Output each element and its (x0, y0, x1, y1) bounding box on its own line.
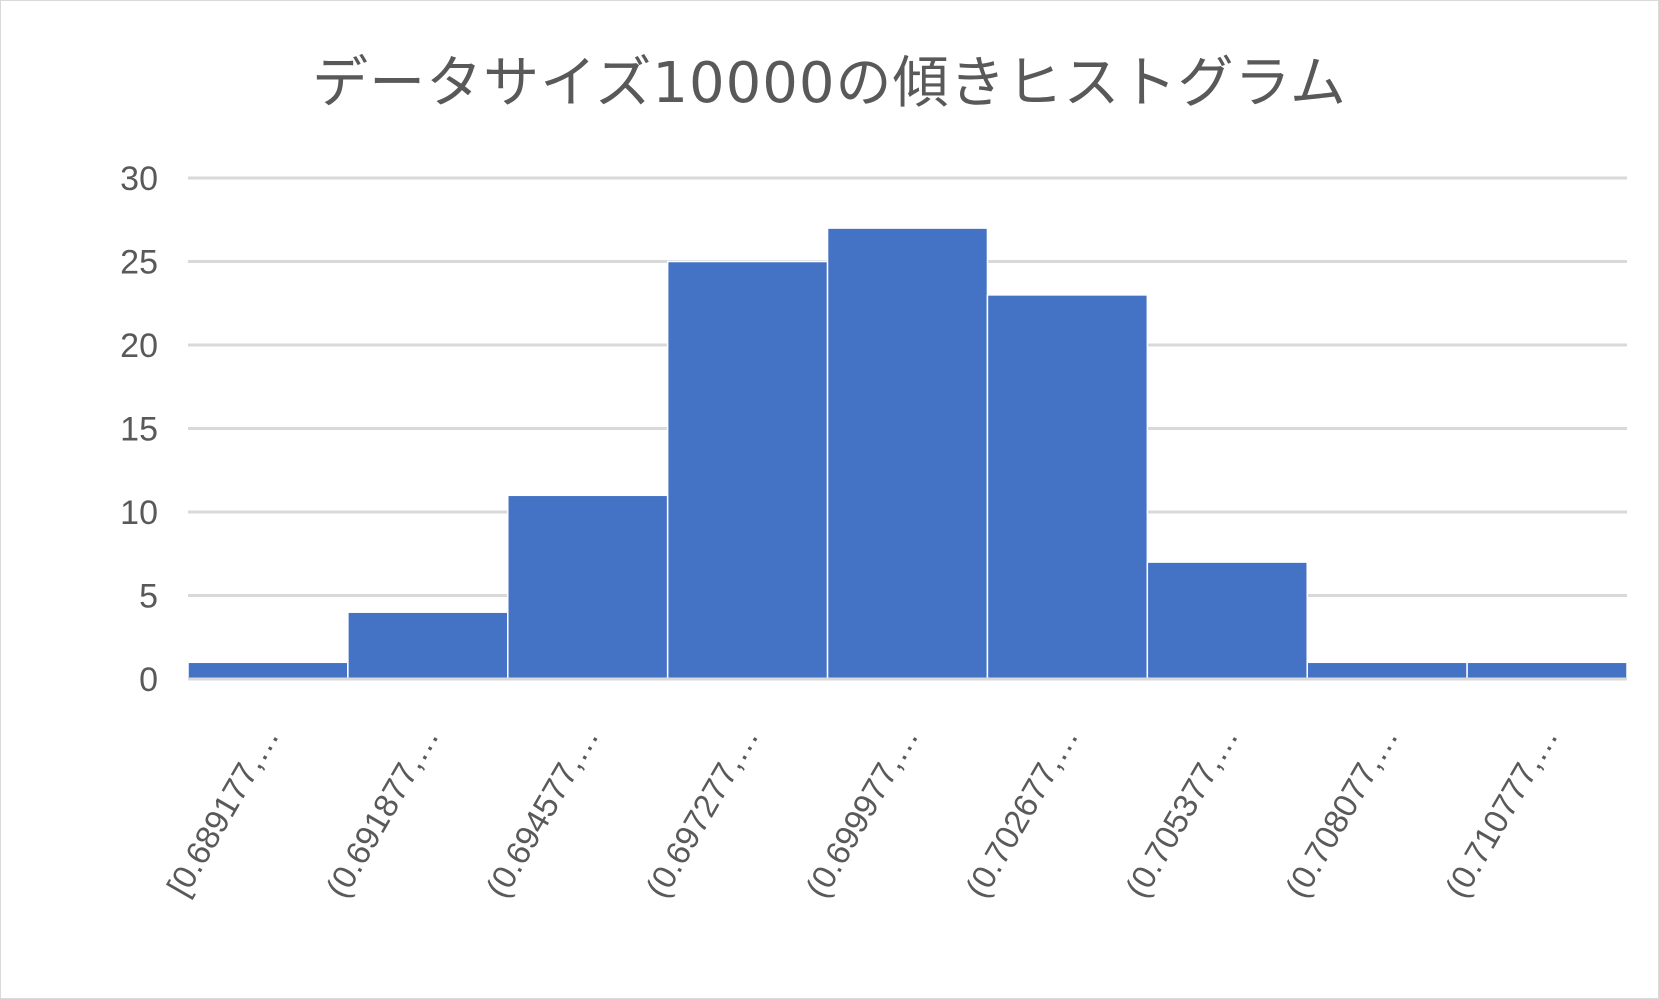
y-tick-label: 20 (120, 327, 158, 365)
chart-title: データサイズ10000の傾きヒストグラム (312, 51, 1347, 116)
x-axis-labels: [0.689177,… (0.691877,… (0.694577,… (0.6972… (159, 720, 1565, 904)
y-tick-label: 30 (120, 160, 158, 198)
histogram-bar (826, 227, 989, 680)
x-tick-label: (0.691877,… (318, 720, 445, 904)
x-tick-label: (0.708077,… (1278, 720, 1405, 904)
x-tick-label: [0.689177,… (159, 720, 286, 902)
y-tick-label: 0 (139, 661, 158, 699)
y-tick-label: 10 (120, 494, 158, 532)
histogram-bar (1306, 661, 1468, 680)
y-tick-label: 25 (120, 244, 158, 282)
histogram-bar (507, 494, 669, 680)
x-tick-label: (0.705377,… (1118, 720, 1245, 904)
y-tick-label: 15 (120, 411, 158, 449)
x-tick-label: (0.697277,… (638, 720, 765, 904)
histogram-bar (1466, 661, 1628, 680)
histogram-bar (347, 611, 509, 680)
histogram-bar (986, 294, 1149, 680)
x-tick-label: (0.710777,… (1438, 720, 1565, 904)
x-tick-label: (0.694577,… (478, 720, 605, 904)
y-axis-ticks: 0 5 10 15 20 25 30 (120, 160, 158, 699)
x-tick-label: (0.702677,… (958, 720, 1085, 904)
histogram-bar (1146, 561, 1308, 680)
y-tick-label: 5 (139, 578, 158, 616)
histogram-bar (187, 661, 349, 680)
x-tick-label: (0.699977,… (798, 720, 925, 904)
bars (187, 227, 1628, 680)
histogram-bar (666, 260, 829, 680)
